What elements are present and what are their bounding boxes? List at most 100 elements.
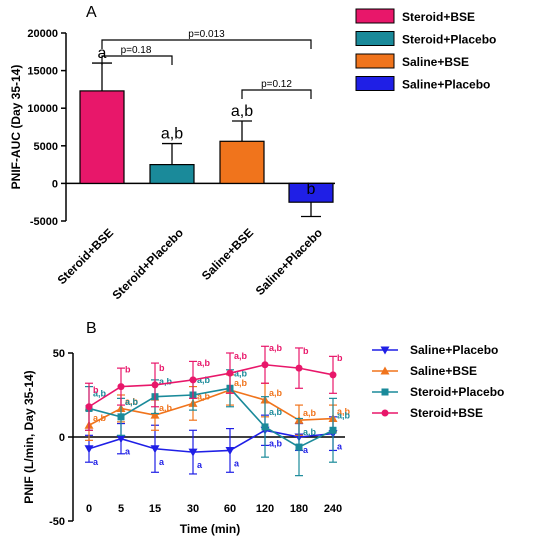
point-significance-label: a (197, 460, 203, 470)
y-tick-label: 0 (59, 432, 65, 444)
point-significance-label: a,b (93, 388, 107, 398)
point-significance-label: a,b (337, 407, 351, 417)
data-point (295, 443, 303, 451)
point-significance-label: a,b (93, 413, 107, 423)
legend-marker (381, 409, 389, 417)
p-value-label: p=0.013 (188, 29, 225, 40)
point-significance-label: a,b (197, 391, 211, 401)
legend-label: Saline+BSE (410, 364, 477, 378)
x-tick-label: 60 (224, 503, 236, 515)
legend-label: Saline+Placebo (410, 343, 498, 357)
x-tick-label: 15 (149, 503, 161, 515)
y-tick-label: 10000 (27, 103, 58, 115)
point-significance-label: a,b (197, 375, 211, 385)
y-tick-label: 50 (53, 348, 65, 360)
point-significance-label: a (125, 447, 131, 457)
significance-bracket (101, 55, 173, 65)
significance-letter: b (307, 181, 316, 198)
point-significance-label: a,b (269, 343, 283, 353)
point-significance-label: a (159, 457, 165, 467)
point-significance-label: a,b (234, 351, 248, 361)
point-significance-label: a (234, 458, 240, 468)
legend-label: Steroid+Placebo (410, 385, 504, 399)
data-point (150, 445, 160, 454)
x-tick-label: Saline+Placebo (253, 226, 325, 298)
point-significance-label: a (93, 457, 99, 467)
y-tick-label: 15000 (27, 66, 58, 78)
data-point (261, 361, 269, 369)
y-tick-label: -50 (49, 516, 65, 528)
x-tick-label: 5 (118, 503, 124, 515)
legend-swatch (355, 76, 395, 91)
series-line (88, 429, 334, 453)
chart-panel-b: B -50 0 50 PNIF (L/min, Day 35-14) 0 5 15 30 60 12… (22, 320, 504, 536)
data-point (117, 383, 125, 391)
chart-panel-a: A -5000 0 5000 10000 15000 20000 PNIF-AUC (Day … (9, 4, 496, 300)
legend-label: Steroid+BSE (402, 10, 475, 24)
point-significance-label: a,b (269, 407, 283, 417)
y-axis-label: PNIF-AUC (Day 35-14) (9, 65, 23, 190)
series-line (88, 387, 334, 448)
y-axis-label: PNIF (L/min, Day 35-14) (22, 370, 36, 503)
legend-label: Steroid+Placebo (402, 33, 496, 47)
y-tick-label: 5000 (34, 141, 58, 153)
bar (149, 164, 195, 185)
point-significance-label: b (125, 365, 131, 375)
series-line (88, 363, 334, 408)
panel-label-b: B (86, 320, 97, 337)
point-significance-label: a (303, 445, 309, 455)
x-axis-label: Time (min) (180, 522, 240, 536)
x-tick-label: Steroid+Placebo (109, 226, 186, 300)
legend-marker (380, 346, 390, 355)
significance-bracket (101, 39, 312, 49)
point-significance-label: a,b (125, 397, 139, 407)
data-point (84, 445, 94, 454)
bar (219, 140, 265, 184)
x-tick-label: Steroid+BSE (55, 226, 117, 288)
data-point (116, 435, 126, 444)
data-point (329, 371, 337, 379)
significance-bracket (241, 89, 312, 99)
data-point (226, 369, 234, 377)
point-significance-label: a,b (269, 438, 283, 448)
x-tick-label: 180 (290, 503, 308, 515)
data-point (225, 446, 235, 455)
data-point (329, 426, 337, 434)
data-point (295, 364, 303, 372)
panel-label-a: A (86, 4, 97, 21)
y-tick-label: 20000 (27, 28, 58, 40)
data-point (151, 381, 159, 389)
legend-label: Steroid+BSE (410, 406, 483, 420)
legend-swatch (355, 53, 395, 69)
p-value-label: p=0.18 (121, 45, 152, 56)
data-point (189, 376, 197, 384)
point-significance-label: a,b (303, 427, 317, 437)
x-tick-label: 120 (256, 503, 274, 515)
point-significance-label: b (303, 346, 309, 356)
legend-marker (381, 388, 389, 396)
p-value-label: p=0.12 (261, 79, 292, 90)
significance-letter: a,b (161, 126, 183, 143)
bar (79, 90, 125, 185)
significance-letter: a,b (231, 103, 253, 120)
y-tick-label: 0 (52, 178, 58, 190)
data-point (188, 448, 198, 457)
data-point (261, 423, 269, 431)
data-point (150, 410, 160, 419)
point-significance-label: a,b (303, 408, 317, 418)
data-point (85, 403, 93, 411)
point-significance-label: a,b (269, 388, 283, 398)
significance-letter: a (98, 45, 107, 62)
data-point (117, 413, 125, 421)
legend-label: Saline+Placebo (402, 78, 490, 92)
legend-label: Saline+BSE (402, 55, 469, 69)
point-significance-label: a (337, 442, 343, 452)
legend-swatch (355, 8, 395, 24)
legend-marker (380, 366, 390, 375)
y-tick-label: -5000 (30, 216, 58, 228)
x-tick-label: Saline+BSE (199, 226, 256, 283)
legend-swatch (355, 31, 395, 46)
point-significance-label: a,b (234, 368, 248, 378)
point-significance-label: b (159, 363, 165, 373)
point-significance-label: a,b (197, 358, 211, 368)
